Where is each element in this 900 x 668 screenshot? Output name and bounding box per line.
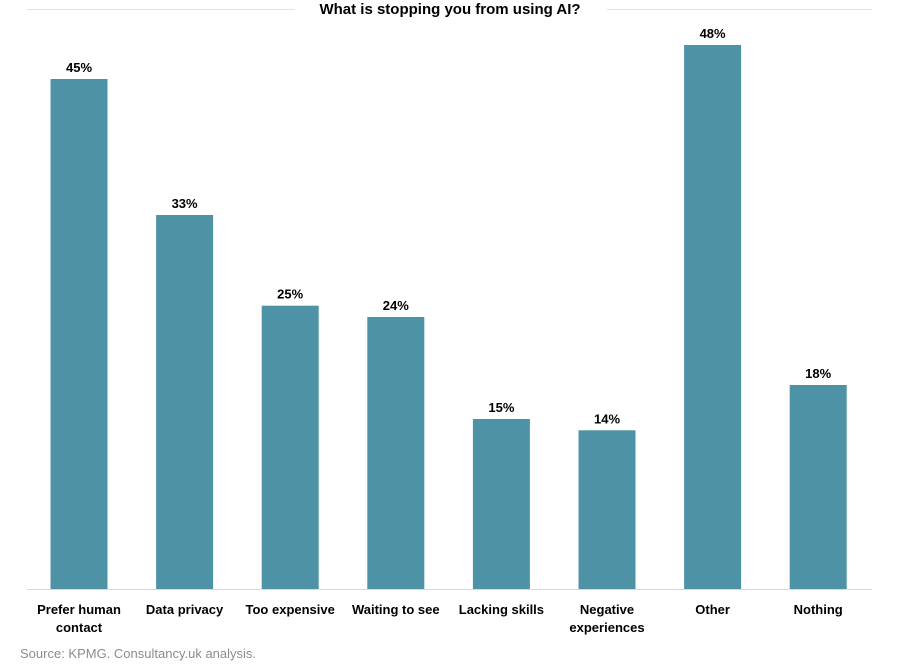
data-label-1: 45% <box>66 60 92 75</box>
bar-7 <box>684 45 742 589</box>
data-label-3: 25% <box>277 287 303 302</box>
data-label-2: 33% <box>172 196 198 211</box>
category-label-1: Prefer human contact <box>37 602 121 635</box>
data-label-4: 24% <box>383 298 409 313</box>
data-label-7: 48% <box>700 26 726 41</box>
data-label-6: 14% <box>594 411 620 426</box>
category-label-8: Nothing <box>794 602 843 617</box>
bar-3 <box>261 305 319 589</box>
bar-5 <box>472 419 530 589</box>
category-label-7: Other <box>695 602 730 617</box>
category-label-3: Too expensive <box>246 602 335 617</box>
bar-6 <box>578 430 636 589</box>
data-label-5: 15% <box>488 400 514 415</box>
category-label-2: Data privacy <box>146 602 224 617</box>
labels-layer: 45% Prefer human contact 33% Data privacy 25%… <box>37 26 843 635</box>
bar-1 <box>50 79 108 589</box>
bar-2 <box>156 215 214 589</box>
source-note: Source: KPMG. Consultancy.uk analysis. <box>20 646 257 661</box>
bar-4 <box>367 317 425 589</box>
chart-title: What is stopping you from using AI? <box>319 1 581 18</box>
category-label-6: Negative experiences <box>569 602 644 635</box>
bar-8 <box>789 385 847 589</box>
bars-layer <box>50 45 847 589</box>
category-label-4: Waiting to see <box>352 602 440 617</box>
data-label-8: 18% <box>805 366 831 381</box>
category-label-5: Lacking skills <box>459 602 544 617</box>
